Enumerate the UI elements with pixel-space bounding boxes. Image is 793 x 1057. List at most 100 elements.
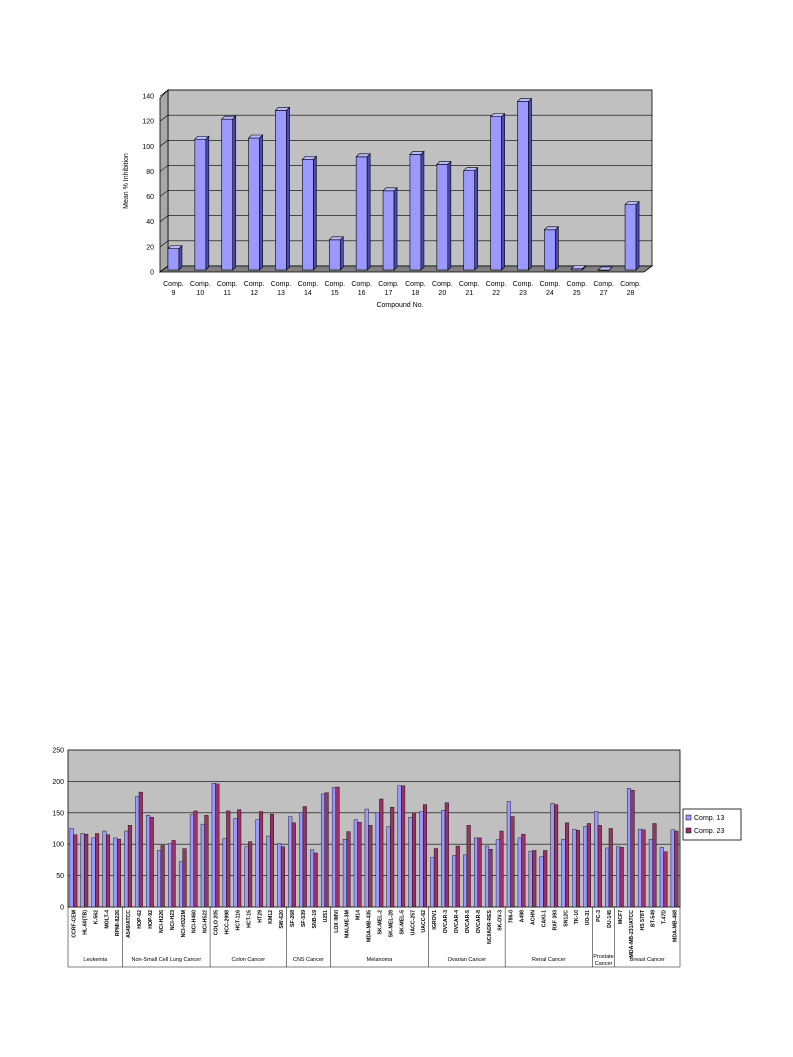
bar-comp13 — [648, 838, 653, 908]
x-tick-label: 28 — [627, 290, 635, 297]
x-tick-label: 16 — [358, 290, 366, 297]
bar-comp13 — [178, 861, 183, 908]
bar-pair — [91, 833, 100, 908]
bar-comp23 — [619, 847, 624, 908]
bar-comp13 — [517, 837, 522, 908]
group-label: Melanoma — [367, 957, 394, 963]
x-tick-label: UO-31 — [585, 910, 591, 925]
group-label: Breast Cancer — [630, 957, 665, 963]
bar-comp23 — [401, 785, 406, 908]
bar-top — [355, 153, 371, 158]
bar-comp13 — [266, 835, 271, 908]
bar-pair — [659, 847, 668, 908]
x-tick-label: HL-60(TB) — [82, 910, 88, 935]
x-tick-label: CAKI-1 — [541, 910, 547, 927]
bar-comp13 — [364, 808, 369, 908]
bar-comp13 — [463, 854, 468, 908]
x-tick-label: HCT-116 — [235, 910, 241, 931]
x-tick-label: HCC-2998 — [224, 910, 230, 935]
bar-comp23 — [597, 825, 602, 908]
bar — [301, 155, 318, 271]
bar-comp23 — [543, 850, 548, 908]
bar-comp13 — [233, 818, 238, 908]
bar-comp13 — [583, 826, 588, 908]
y-tick-label: 0 — [60, 905, 64, 912]
bar-comp13 — [91, 837, 96, 908]
x-tick-label: UACC-257 — [410, 910, 416, 935]
x-tick-label: SK-MEL-2 — [377, 910, 383, 935]
bar-top — [516, 98, 533, 102]
bar-pair — [463, 825, 471, 908]
group-label: Renal Cancer — [532, 957, 566, 963]
bar-pair — [506, 801, 515, 908]
bar-comp13 — [375, 812, 380, 908]
bar-comp13 — [211, 783, 216, 908]
bar-comp23 — [335, 786, 340, 908]
gridline-side — [159, 240, 169, 248]
x-tick-label: 24 — [546, 290, 554, 297]
bar-pair — [484, 845, 493, 908]
bar — [570, 265, 587, 271]
bar-comp13 — [430, 857, 435, 908]
bar — [274, 106, 291, 271]
bar-comp23 — [193, 810, 198, 908]
bar-comp23 — [455, 845, 460, 908]
x-tick-label: 11 — [224, 290, 231, 297]
bar-comp23 — [412, 812, 417, 908]
bar-comp13 — [484, 845, 489, 908]
bar-comp13 — [255, 819, 260, 908]
bar-pair — [310, 849, 318, 908]
x-tick-label: SF-268 — [290, 910, 296, 927]
bar-pair — [386, 806, 395, 908]
x-tick-label: 20 — [438, 290, 446, 297]
bar — [597, 266, 613, 271]
gridline-side — [159, 89, 169, 97]
bar-comp23 — [575, 830, 580, 908]
bar — [409, 150, 425, 271]
x-tick-label: SW-620 — [279, 910, 285, 929]
y-tick-labels: 0 50 100 150 200 250 — [52, 748, 64, 912]
bar-comp13 — [342, 838, 347, 908]
bar-comp23 — [226, 810, 231, 908]
legend-swatch-comp23 — [685, 827, 692, 834]
gridline-side — [159, 140, 169, 147]
bar-top — [570, 265, 587, 270]
bar-top — [247, 134, 264, 139]
x-tick-label: Comp. — [298, 281, 319, 288]
bar-comp13 — [331, 787, 336, 908]
bar-comp23 — [422, 804, 427, 908]
bar — [328, 236, 345, 271]
bar-top — [597, 266, 613, 271]
bar-comp13 — [528, 850, 533, 908]
x-tick-label: HOP-92 — [148, 910, 154, 929]
bar-comp23 — [160, 845, 165, 908]
bar-comp23 — [652, 823, 657, 908]
bar-pair — [321, 792, 329, 908]
x-tick-label: 786-0 — [509, 910, 515, 923]
x-tick-label: Comp. — [486, 281, 507, 288]
bar-pair — [189, 810, 198, 908]
x-tick-label: M14 — [356, 910, 362, 920]
bar-top — [274, 107, 291, 111]
bar-comp13 — [244, 846, 249, 908]
bar-comp23 — [95, 833, 100, 908]
bar-comp23 — [280, 846, 285, 908]
bar-top — [543, 226, 560, 231]
x-tick-label: 23 — [519, 290, 527, 297]
x-tick-label: Comp. — [163, 281, 184, 288]
bar-top — [382, 187, 398, 192]
group-label: Prostate — [593, 954, 613, 960]
x-tick-label: K-562 — [93, 910, 99, 924]
x-tick-label: 25 — [573, 290, 581, 297]
bar — [220, 115, 237, 271]
bar-comp23 — [302, 806, 307, 908]
bar-comp13 — [616, 846, 621, 908]
y-tick-label: 50 — [56, 873, 64, 880]
x-tick-label: NCI-H23 — [170, 910, 176, 930]
x-tick-label: COLO 205 — [214, 910, 220, 935]
bar-comp13 — [419, 811, 424, 908]
bar-pair — [113, 837, 121, 908]
x-tick-label: MDA-MB-468 — [673, 910, 679, 942]
legend: Comp. 13 Comp. 23 — [682, 808, 742, 841]
